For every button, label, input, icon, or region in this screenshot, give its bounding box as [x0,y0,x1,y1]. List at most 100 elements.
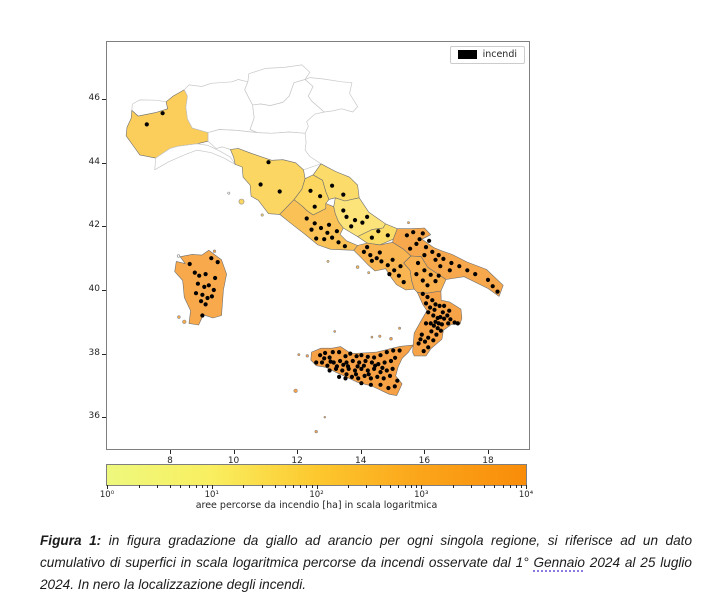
x-tick-label: 10 [227,456,240,466]
fire-dot [449,260,454,266]
fire-dot [387,373,393,378]
island-alicudi [370,335,374,339]
y-tick [102,353,106,355]
colorbar-minor-tick [348,485,350,488]
island-san-pietro [177,315,181,319]
fire-dot [447,268,452,273]
fire-dot [192,270,197,275]
fire-dot [395,378,400,383]
fire-dot [427,238,432,243]
fire-dot [420,231,425,236]
colorbar-minor-tick [156,485,158,488]
x-tick [424,450,426,454]
island-pantelleria [293,388,298,393]
island-salina [378,334,382,338]
colorbar-minor-tick [416,485,418,488]
fire-dot [338,358,343,364]
colorbar-minor-tick [509,485,511,488]
island-maddalena [212,249,217,253]
fire-dot [398,264,403,269]
fire-dot [378,370,383,375]
fire-dot [397,348,402,353]
fire-dot [390,366,395,371]
fire-dot [419,332,424,337]
fire-dot [361,363,366,368]
y-tick [102,290,106,292]
island-marettimo [297,353,301,357]
y-tick [102,162,106,164]
fire-dot [330,183,335,188]
colorbar-minor-tick [180,485,182,488]
colorbar-minor-tick [484,485,486,488]
legend-swatch-incendi [457,50,477,60]
fire-dot [381,376,386,381]
fire-dot [375,374,380,379]
caption-label: Figura 1: [40,533,102,548]
fire-dot [319,360,325,365]
fire-dot [213,275,218,281]
fire-dot [304,216,309,221]
fire-dot [377,250,382,255]
colorbar-tick-label: 10¹ [204,490,219,500]
fire-dot [372,355,377,360]
figure-caption: Figura 1: in figura gradazione da giallo… [40,530,692,596]
fire-dot [200,292,205,297]
fire-dot [337,374,342,379]
colorbar-minor-tick [195,485,197,488]
island-ustica [333,330,336,333]
colorbar-major-tick [526,485,527,489]
colorbar-minor-tick [452,485,454,488]
fire-dot [277,189,282,194]
y-tick [102,99,106,101]
y-tick-label: 44 [88,156,100,167]
fire-dot [485,277,491,282]
fire-dot [330,350,335,355]
fire-dot [436,321,441,326]
fire-dot [445,313,450,318]
fire-dot [426,345,431,350]
colorbar-minor-tick [494,485,496,488]
fire-dot [209,256,214,261]
colorbar-minor-tick [502,485,504,488]
fire-dot [423,245,429,250]
fire-dot [404,233,409,238]
fire-dot [365,354,370,359]
fire-dot [360,220,365,225]
fire-dot [437,303,442,308]
fire-dot [440,310,445,315]
fire-dot [425,283,430,288]
y-tick [102,417,106,419]
fire-dot [373,363,378,368]
fire-dot [418,337,423,342]
fire-dot [385,233,390,238]
island-giglio [260,213,264,217]
fire-dot [433,257,438,262]
colorbar-minor-tick [398,485,399,488]
fire-dot [368,253,373,258]
fire-dot [144,122,149,127]
fire-dot [428,321,433,326]
fire-dot [344,360,349,365]
fire-dot [495,289,500,294]
fire-dot [195,281,200,286]
fire-dot [205,295,210,301]
colorbar-minor-tick [471,485,473,488]
colorbar-tick-label: 10³ [414,490,429,500]
fire-dot [408,246,413,251]
fire-dot [390,257,395,262]
fire-dot [369,235,374,240]
colorbar-major-tick [211,485,213,489]
plot-area: incendi [106,41,530,450]
fire-dot [341,362,346,367]
x-tick [360,450,362,454]
colorbar-minor-tick [405,485,407,488]
island-lipari [389,337,393,341]
fire-dot [359,353,364,358]
colorbar-minor-tick [201,485,203,488]
colorbar-minor-tick [284,485,286,488]
colorbar-minor-tick [261,485,263,488]
fire-dot [349,374,354,379]
island-sant-antioco [182,319,187,324]
fire-dot [384,350,389,355]
fire-dot [323,350,328,356]
